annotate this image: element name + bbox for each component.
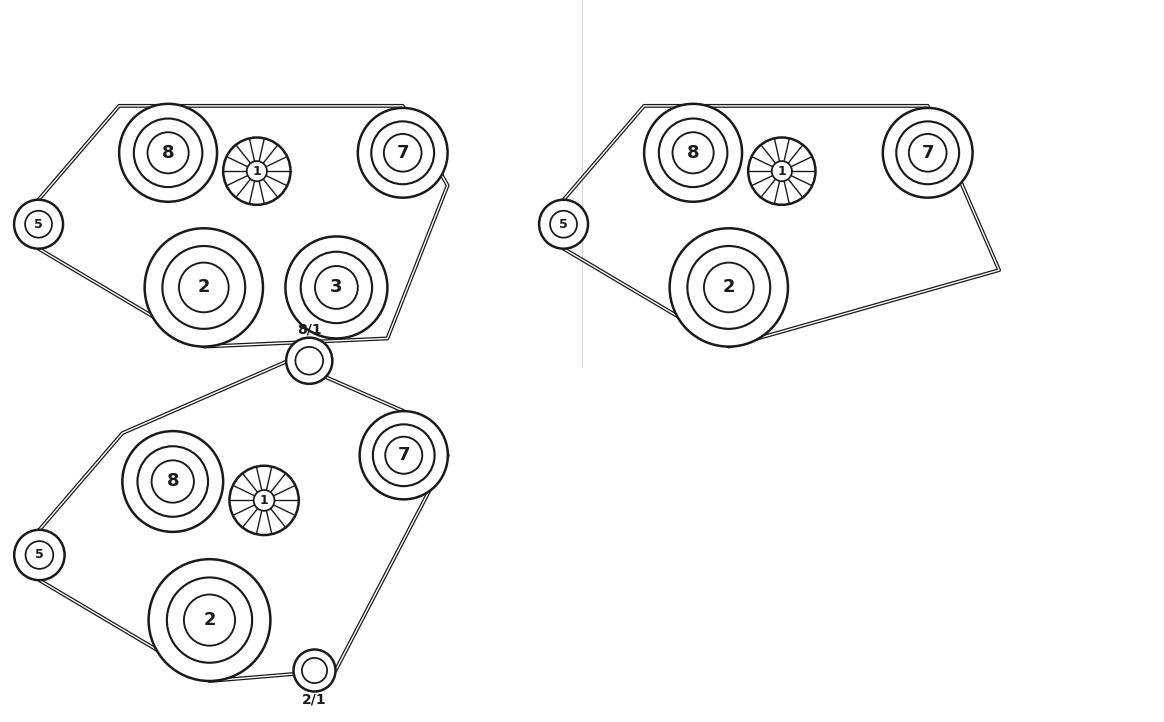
Circle shape — [748, 137, 816, 205]
Text: 2/1: 2/1 — [303, 693, 327, 707]
Text: 7: 7 — [397, 446, 410, 464]
Circle shape — [539, 200, 588, 248]
Circle shape — [122, 431, 223, 532]
Text: 8/1: 8/1 — [297, 322, 321, 336]
Circle shape — [772, 161, 792, 181]
Circle shape — [254, 490, 275, 510]
Text: 7: 7 — [397, 144, 409, 162]
Text: 1: 1 — [260, 494, 269, 507]
Text: 1: 1 — [253, 165, 261, 178]
Circle shape — [285, 236, 388, 339]
Circle shape — [360, 411, 448, 500]
Text: 3: 3 — [331, 279, 342, 297]
Circle shape — [357, 108, 448, 198]
Circle shape — [229, 466, 299, 535]
Text: 5: 5 — [34, 218, 43, 231]
Circle shape — [14, 530, 64, 580]
Text: 2: 2 — [198, 279, 210, 297]
Text: 8: 8 — [687, 144, 700, 162]
Circle shape — [669, 228, 788, 347]
Text: 5: 5 — [35, 549, 44, 562]
Text: 7: 7 — [922, 144, 934, 162]
Circle shape — [293, 650, 335, 692]
Circle shape — [144, 228, 263, 347]
Circle shape — [223, 137, 291, 205]
Text: 5: 5 — [559, 218, 568, 231]
Text: 2: 2 — [723, 279, 734, 297]
Circle shape — [149, 560, 270, 681]
Text: 2: 2 — [204, 611, 215, 629]
Circle shape — [247, 161, 267, 181]
Circle shape — [882, 108, 973, 198]
Text: 1: 1 — [778, 165, 786, 178]
Text: 8: 8 — [162, 144, 175, 162]
Text: 8: 8 — [166, 472, 179, 490]
Circle shape — [286, 338, 333, 384]
Circle shape — [119, 104, 217, 201]
Circle shape — [644, 104, 743, 201]
Circle shape — [14, 200, 63, 248]
